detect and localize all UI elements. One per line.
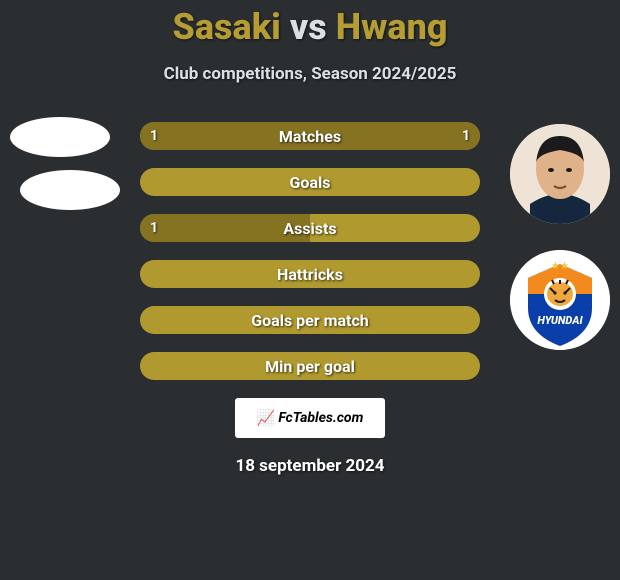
title-vs: vs [290, 6, 327, 48]
stat-value-right: 1 [462, 128, 470, 144]
stat-row: Goals [0, 168, 620, 196]
stat-label: Matches [279, 127, 341, 146]
title-player1: Sasaki [173, 6, 281, 48]
stat-row: Hattricks [0, 260, 620, 288]
date-caption: 18 september 2024 [0, 456, 620, 476]
watermark: 📈 FcTables.com [235, 398, 385, 438]
subtitle: Club competitions, Season 2024/2025 [0, 64, 620, 84]
stat-row: Min per goal [0, 352, 620, 380]
stat-row: Goals per match [0, 306, 620, 334]
title-player2: Hwang [336, 6, 448, 48]
stat-label: Hattricks [277, 265, 343, 284]
stat-label: Goals per match [251, 311, 369, 330]
chart-line-icon: 📈 [257, 409, 276, 427]
stat-label: Goals [290, 173, 331, 192]
comparison-infographic: Sasaki vs Hwang Club competitions, Seaso… [0, 0, 620, 476]
stats-bar-chart: Matches 1 1 Goals Assists 1 Hattricks Goals per… [0, 122, 620, 380]
stat-value-left: 1 [150, 128, 158, 144]
stat-row: Matches 1 1 [0, 122, 620, 150]
stat-label: Assists [283, 219, 336, 238]
stat-value-left: 1 [150, 220, 158, 236]
stat-row: Assists 1 [0, 214, 620, 242]
watermark-text: FcTables.com [278, 410, 363, 426]
page-title: Sasaki vs Hwang [0, 0, 620, 48]
stat-label: Min per goal [265, 357, 355, 376]
